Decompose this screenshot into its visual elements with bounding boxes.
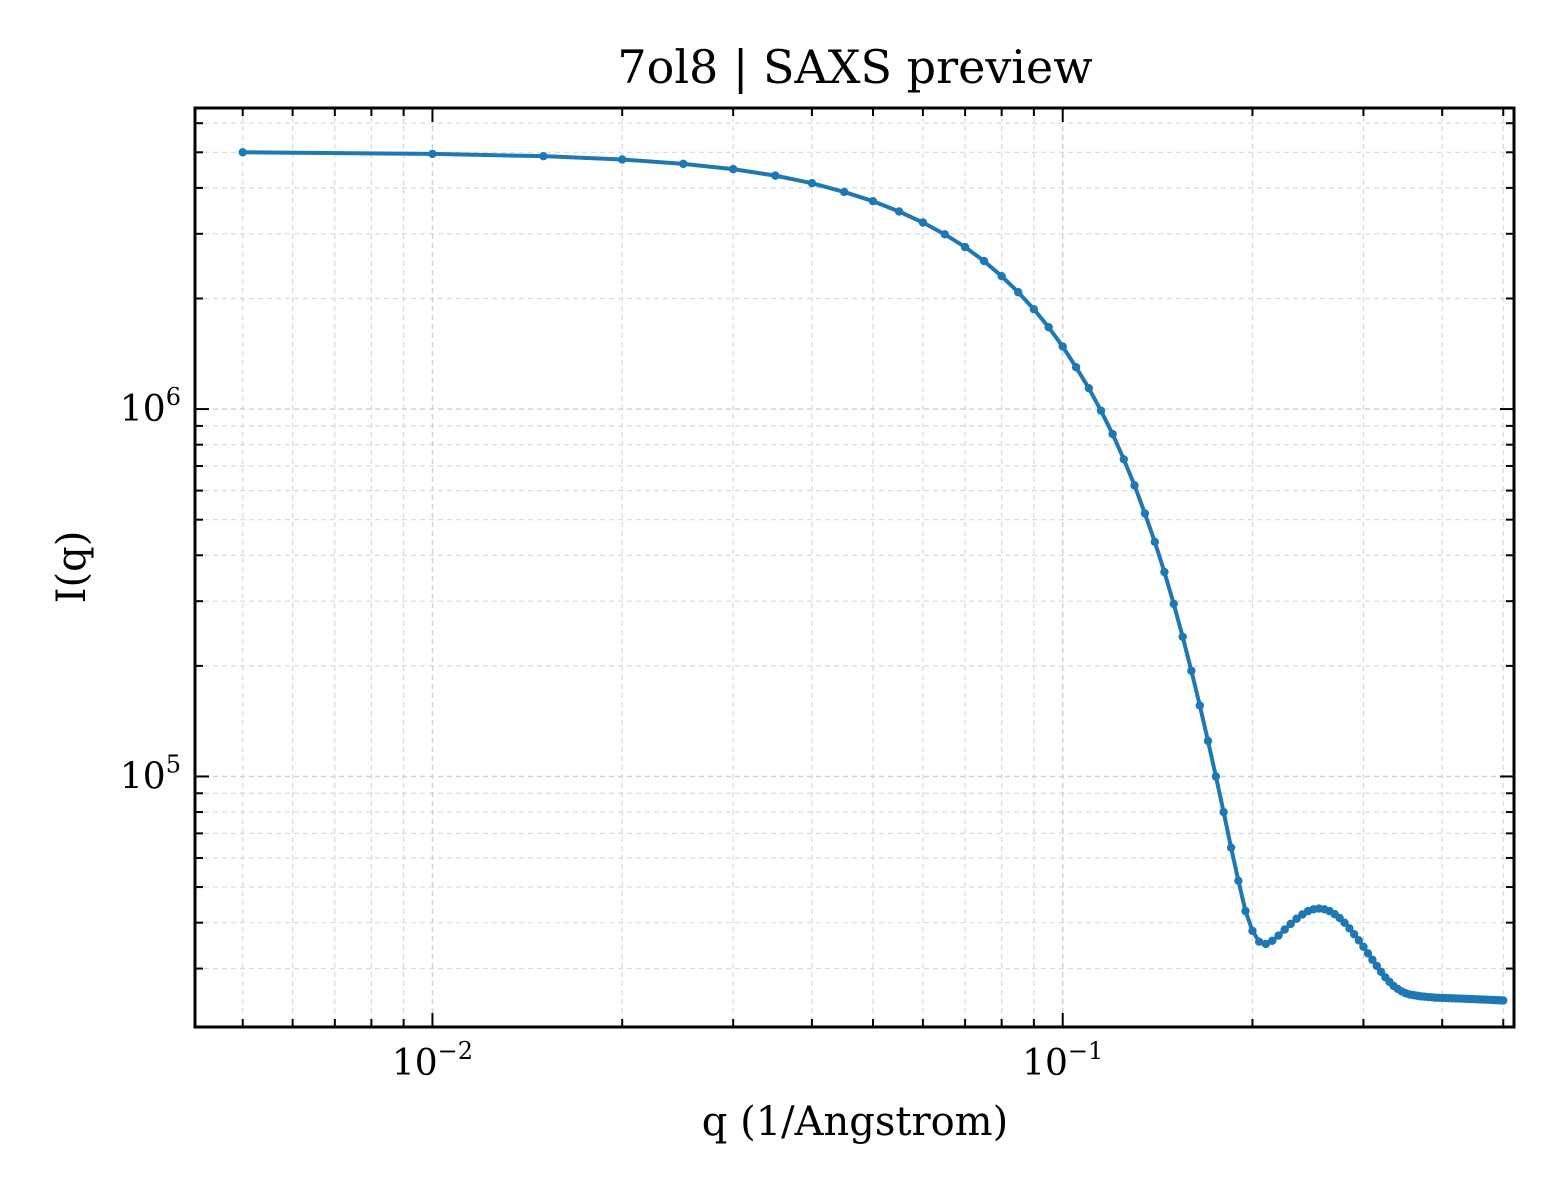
data-point	[1226, 843, 1236, 852]
ticks	[195, 108, 1514, 1027]
data-point	[771, 171, 780, 180]
data-point	[1108, 429, 1117, 439]
y-axis-label: I(q)	[49, 531, 95, 604]
tick-labels: 10−2 10−1 105 106	[120, 383, 1103, 1084]
data-point	[1169, 599, 1178, 609]
series-layer	[238, 148, 1508, 1005]
data-point	[1203, 736, 1213, 746]
data-point	[1150, 537, 1160, 547]
data-point	[1071, 363, 1081, 372]
data-point	[1195, 701, 1205, 710]
data-point	[979, 256, 989, 266]
data-point	[868, 197, 878, 206]
data-point	[1345, 924, 1354, 933]
data-point	[1248, 926, 1257, 936]
data-point	[1372, 961, 1381, 971]
data-point	[1280, 925, 1289, 934]
data-point	[1499, 996, 1508, 1005]
data-point	[807, 178, 817, 188]
data-point	[1140, 509, 1150, 518]
data-point	[918, 218, 928, 227]
data-point	[1219, 807, 1228, 817]
x-axis-label: q (1/Angstrom)	[702, 1099, 1008, 1145]
data-point	[960, 242, 970, 252]
plot-frame	[193, 106, 1516, 1029]
data-point	[894, 207, 904, 216]
grid	[195, 108, 1514, 1027]
data-point	[1096, 406, 1106, 415]
data-point	[1044, 323, 1053, 332]
data-point	[1368, 955, 1377, 964]
data-point	[1241, 906, 1250, 916]
data-point	[1354, 936, 1364, 945]
data-point	[617, 155, 627, 164]
data-point	[1286, 919, 1295, 929]
data-point	[1234, 876, 1243, 885]
data-point	[1363, 949, 1373, 958]
data-point	[1160, 567, 1169, 577]
x-tick-label: 10−1	[1022, 1037, 1103, 1084]
data-point	[1119, 455, 1129, 464]
data-point	[728, 164, 738, 174]
data-point	[1359, 942, 1368, 951]
x-tick-label: 10−2	[392, 1037, 473, 1084]
data-point	[1130, 481, 1139, 490]
data-point	[428, 149, 437, 159]
data-point	[839, 187, 849, 197]
data-point	[539, 151, 548, 161]
data-point	[238, 148, 247, 157]
data-point	[1178, 632, 1187, 641]
data-point	[1274, 931, 1283, 940]
data-point	[1268, 936, 1277, 946]
data-point	[679, 159, 688, 169]
chart-title: 7ol8 | SAXS preview	[617, 40, 1092, 94]
data-point	[1340, 918, 1349, 927]
data-point	[1084, 383, 1094, 393]
data-point	[1058, 342, 1067, 351]
data-point	[1349, 930, 1359, 939]
data-point	[1255, 937, 1264, 946]
y-tick-label: 106	[120, 383, 181, 430]
data-point	[1211, 772, 1221, 781]
data-point	[940, 230, 950, 239]
y-tick-label: 105	[120, 750, 181, 797]
data-point	[1261, 939, 1271, 949]
data-point	[1292, 914, 1301, 923]
data-point	[1029, 305, 1039, 314]
data-point	[1014, 288, 1023, 297]
data-point	[997, 271, 1006, 281]
data-point	[1187, 666, 1196, 675]
